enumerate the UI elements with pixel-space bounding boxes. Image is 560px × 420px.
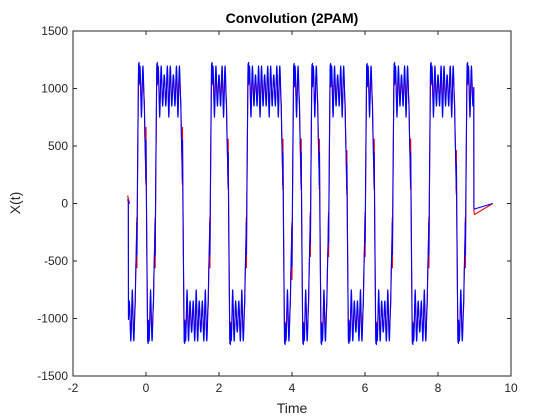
y-axis-label: X(t) <box>7 192 23 215</box>
x-tick-label: 2 <box>216 381 223 395</box>
blue-series-line <box>127 61 493 346</box>
x-ticks: -2 0 2 4 6 8 10 <box>68 31 518 395</box>
x-tick-label: -2 <box>68 381 79 395</box>
x-tick-label: 0 <box>143 381 150 395</box>
series-layer <box>127 61 494 346</box>
y-tick-label: 500 <box>48 139 68 153</box>
x-tick-label: 10 <box>504 381 518 395</box>
y-tick-label: 1500 <box>41 24 68 38</box>
y-tick-label: -500 <box>44 254 68 268</box>
x-tick-label: 8 <box>435 381 442 395</box>
y-tick-label: -1000 <box>37 312 68 326</box>
chart-title: Convolution (2PAM) <box>226 10 359 26</box>
x-tick-label: 4 <box>289 381 296 395</box>
x-axis-label: Time <box>277 400 308 416</box>
x-tick-label: 6 <box>362 381 369 395</box>
y-tick-label: 0 <box>61 197 68 211</box>
y-tick-label: -1500 <box>37 369 68 383</box>
y-ticks: -1500 -1000 -500 0 500 1000 1500 <box>37 24 511 383</box>
y-tick-label: 1000 <box>41 82 68 96</box>
